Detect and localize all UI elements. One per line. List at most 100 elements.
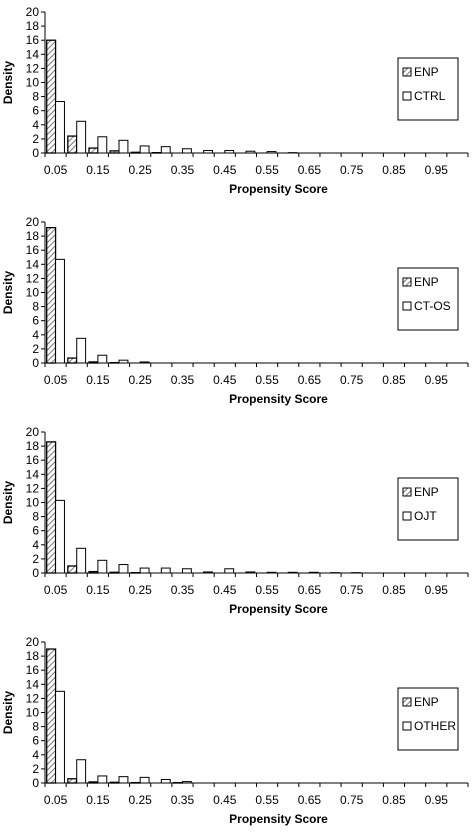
x-tick-label: 0.85 [382, 583, 406, 597]
x-tick-label: 0.75 [340, 793, 364, 807]
x-tick-label: 0.75 [340, 373, 364, 387]
bar-ctrl [56, 102, 65, 153]
y-tick-label: 18 [26, 439, 40, 453]
x-axis-title: Propensity Score [229, 602, 328, 616]
y-tick-label: 12 [26, 481, 40, 495]
legend-swatch-enp [403, 68, 411, 76]
y-tick-label: 0 [32, 776, 39, 790]
bar-ctrl [246, 151, 255, 153]
x-tick-label: 0.05 [44, 373, 68, 387]
bar-enp [47, 649, 56, 783]
y-tick-label: 8 [32, 300, 39, 314]
legend-label-enp: ENP [414, 275, 439, 289]
y-tick-label: 10 [26, 706, 40, 720]
x-tick-label: 0.55 [255, 583, 279, 597]
y-tick-label: 12 [26, 271, 40, 285]
legend-label-enp: ENP [414, 485, 439, 499]
bar-enp [68, 779, 77, 783]
y-tick-label: 0 [32, 356, 39, 370]
y-tick-label: 14 [26, 47, 40, 61]
y-tick-label: 16 [26, 663, 40, 677]
bar-enp [110, 572, 119, 573]
x-tick-label: 0.15 [86, 373, 110, 387]
bar-ojt [204, 572, 213, 573]
y-tick-label: 6 [32, 314, 39, 328]
x-tick-label: 0.55 [255, 373, 279, 387]
x-tick-label: 0.05 [44, 793, 68, 807]
x-tick-label: 0.05 [44, 163, 68, 177]
x-tick-label: 0.25 [128, 373, 152, 387]
bar-ct-os [98, 355, 107, 363]
x-tick-label: 0.45 [213, 163, 237, 177]
y-tick-label: 16 [26, 33, 40, 47]
bar-ctrl [267, 152, 276, 153]
y-tick-label: 0 [32, 566, 39, 580]
x-tick-label: 0.65 [298, 793, 322, 807]
x-tick-label: 0.95 [425, 163, 449, 177]
x-tick-label: 0.55 [255, 793, 279, 807]
bar-other [182, 782, 191, 783]
bar-ctrl [140, 146, 149, 153]
y-tick-label: 20 [26, 5, 40, 19]
x-tick-label: 0.55 [255, 163, 279, 177]
x-tick-label: 0.35 [171, 583, 195, 597]
bar-enp [47, 228, 56, 363]
bar-ojt [225, 569, 234, 573]
legend: ENP CT-OS [398, 268, 458, 330]
x-tick-label: 0.95 [425, 583, 449, 597]
bar-other [140, 777, 149, 783]
bar-other [119, 777, 128, 783]
x-tick-label: 0.65 [298, 163, 322, 177]
y-tick-label: 18 [26, 229, 40, 243]
bar-ctrl [182, 149, 191, 153]
y-tick-label: 12 [26, 691, 40, 705]
x-tick-label: 0.65 [298, 373, 322, 387]
legend-swatch-other [403, 722, 411, 730]
bar-ojt [288, 572, 297, 573]
x-tick-label: 0.25 [128, 793, 152, 807]
legend-swatch-ct-os [403, 302, 411, 310]
y-tick-label: 8 [32, 90, 39, 104]
x-tick-label: 0.45 [213, 373, 237, 387]
y-tick-label: 20 [26, 215, 40, 229]
bar-enp [68, 566, 77, 573]
x-tick-label: 0.45 [213, 583, 237, 597]
x-tick-label: 0.25 [128, 583, 152, 597]
bar-ct-os [119, 360, 128, 363]
bar-ctrl [204, 151, 213, 153]
bar-enp [89, 148, 98, 153]
x-tick-label: 0.85 [382, 163, 406, 177]
y-tick-label: 20 [26, 635, 40, 649]
bar-other [56, 691, 65, 783]
legend-swatch-enp [403, 278, 411, 286]
bar-ojt [309, 572, 318, 573]
y-tick-label: 2 [32, 762, 39, 776]
bar-ctrl [161, 147, 170, 153]
y-tick-label: 4 [32, 748, 39, 762]
bar-ctrl [119, 140, 128, 153]
y-axis-title: Density [1, 481, 15, 525]
bar-enp [68, 358, 77, 363]
legend-label-ct-os: CT-OS [414, 299, 451, 313]
x-tick-label: 0.35 [171, 793, 195, 807]
y-tick-label: 20 [26, 425, 40, 439]
y-tick-label: 16 [26, 453, 40, 467]
x-tick-label: 0.15 [86, 793, 110, 807]
x-axis-title: Propensity Score [229, 392, 328, 406]
legend-label-enp: ENP [414, 65, 439, 79]
bar-enp [47, 442, 56, 573]
legend-swatch-ctrl [403, 92, 411, 100]
bar-other [161, 779, 170, 783]
legend-swatch-enp [403, 488, 411, 496]
bar-ctrl [98, 137, 107, 153]
bar-other [98, 776, 107, 783]
bar-ctrl [225, 151, 234, 153]
